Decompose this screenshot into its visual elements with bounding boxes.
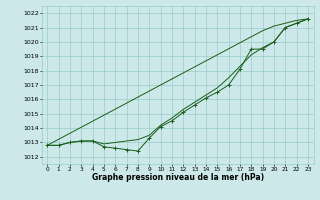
X-axis label: Graphe pression niveau de la mer (hPa): Graphe pression niveau de la mer (hPa) (92, 173, 264, 182)
